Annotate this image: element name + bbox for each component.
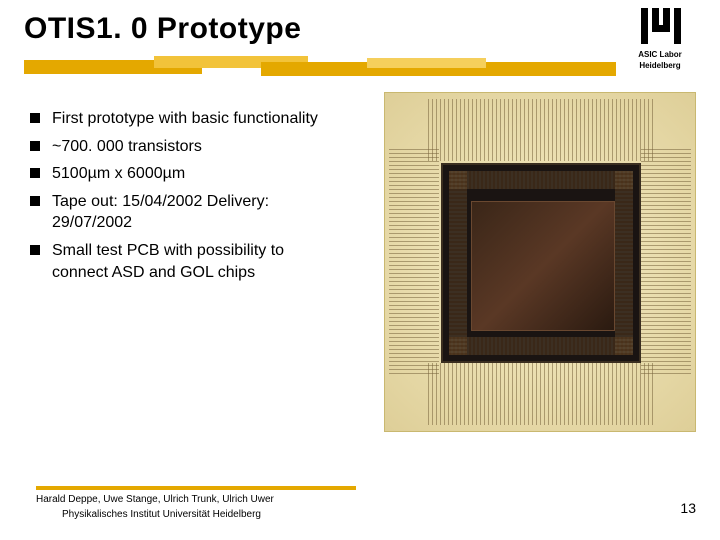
footer-affiliation: Physikalisches Institut Universität Heid… xyxy=(62,509,396,520)
list-item: Tape out: 15/04/2002 Delivery: 29/07/200… xyxy=(30,191,330,234)
bullet-icon xyxy=(30,168,44,180)
bullet-icon xyxy=(30,141,44,153)
bullet-icon xyxy=(30,113,44,125)
content-area: First prototype with basic functionality… xyxy=(30,108,330,289)
logo-icon xyxy=(638,8,682,49)
bullet-text: First prototype with basic functionality xyxy=(52,108,330,130)
list-item: First prototype with basic functionality xyxy=(30,108,330,130)
footer: Harald Deppe, Uwe Stange, Ulrich Trunk, … xyxy=(36,486,396,520)
logo-text-1: ASIC Labor xyxy=(624,51,696,60)
bullet-text: ~700. 000 transistors xyxy=(52,136,330,158)
logo-text-2: Heidelberg xyxy=(624,62,696,71)
slide: OTIS1. 0 Prototype ASIC Labor Heidelberg… xyxy=(0,0,720,540)
logo: ASIC Labor Heidelberg xyxy=(624,8,696,71)
accent-bar xyxy=(24,56,616,78)
bullet-text: Small test PCB with possibility to conne… xyxy=(52,240,330,283)
page-number: 13 xyxy=(680,500,696,516)
title-area: OTIS1. 0 Prototype xyxy=(24,12,696,46)
bullet-icon xyxy=(30,245,44,257)
footer-accent xyxy=(36,486,356,490)
bullet-text: 5100µm x 6000µm xyxy=(52,163,330,185)
list-item: Small test PCB with possibility to conne… xyxy=(30,240,330,283)
chip-photo xyxy=(384,92,696,432)
footer-authors: Harald Deppe, Uwe Stange, Ulrich Trunk, … xyxy=(36,494,396,505)
slide-title: OTIS1. 0 Prototype xyxy=(24,12,696,46)
bullet-list: First prototype with basic functionality… xyxy=(30,108,330,283)
list-item: 5100µm x 6000µm xyxy=(30,163,330,185)
bullet-icon xyxy=(30,196,44,208)
bullet-text: Tape out: 15/04/2002 Delivery: 29/07/200… xyxy=(52,191,330,234)
list-item: ~700. 000 transistors xyxy=(30,136,330,158)
